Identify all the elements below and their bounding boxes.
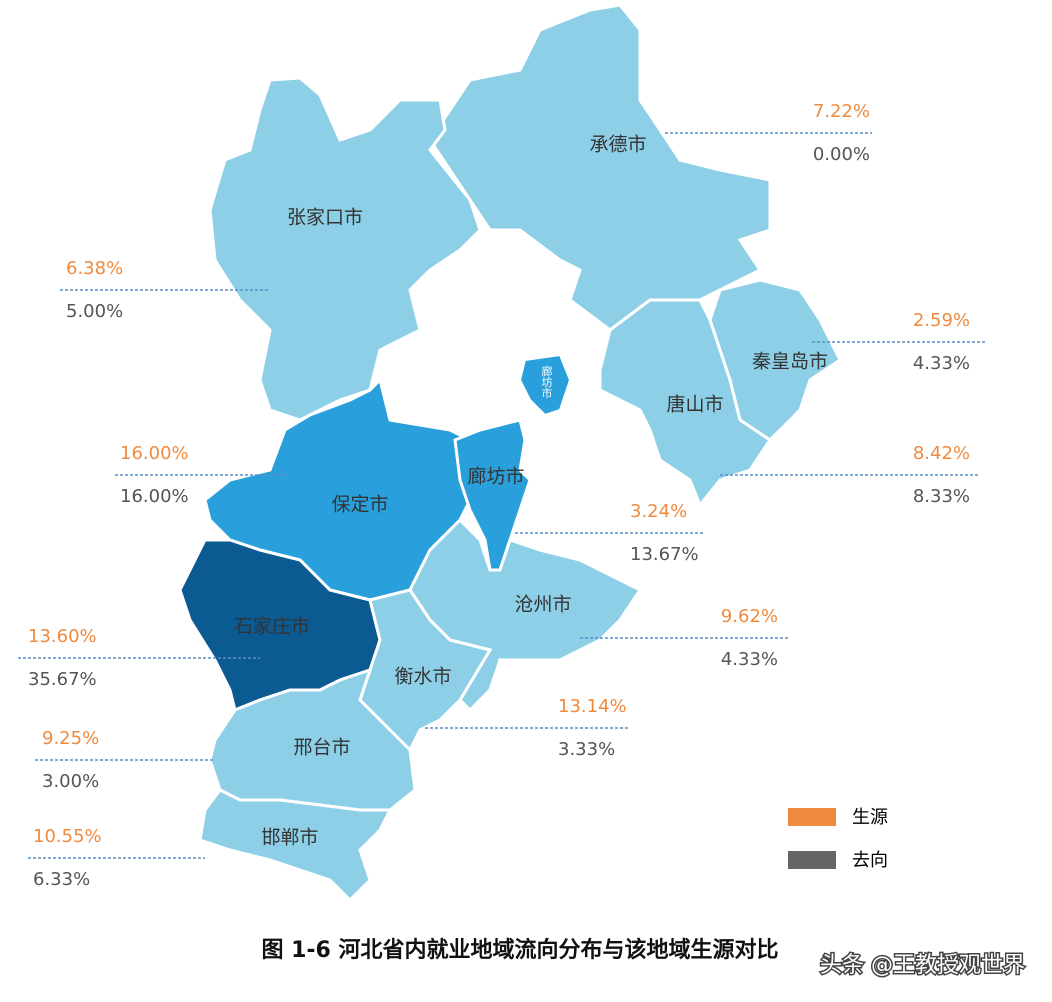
destination-label: 3.00% xyxy=(42,771,99,792)
destination-label: 6.33% xyxy=(33,869,90,890)
destination-label: 13.67% xyxy=(630,544,699,565)
source-label: 8.42% xyxy=(913,443,970,464)
source-label: 7.22% xyxy=(813,101,870,122)
enclave-name: 廊坊市 xyxy=(540,364,553,399)
watermark: 头条 @王教授观世界 xyxy=(820,953,1025,978)
source-label: 2.59% xyxy=(913,310,970,331)
region-name: 唐山市 xyxy=(666,394,723,416)
source-label: 3.24% xyxy=(630,501,687,522)
legend-swatch-destination xyxy=(788,851,836,869)
region-name: 沧州市 xyxy=(514,594,571,616)
regions xyxy=(178,3,842,903)
region-name: 保定市 xyxy=(331,494,388,516)
destination-label: 16.00% xyxy=(120,486,189,507)
region xyxy=(208,76,482,422)
region-name: 秦皇岛市 xyxy=(752,351,828,373)
source-label: 13.14% xyxy=(558,696,627,717)
region xyxy=(598,298,773,508)
region xyxy=(453,418,532,572)
destination-label: 0.00% xyxy=(813,144,870,165)
region-name: 衡水市 xyxy=(394,666,451,688)
source-label: 6.38% xyxy=(66,258,123,279)
destination-label: 4.33% xyxy=(721,649,778,670)
destination-label: 35.67% xyxy=(28,669,97,690)
region-name: 邯郸市 xyxy=(261,827,318,849)
destination-label: 8.33% xyxy=(913,486,970,507)
legend-source: 生源 xyxy=(852,807,888,828)
destination-label: 3.33% xyxy=(558,739,615,760)
region-name: 承德市 xyxy=(589,134,646,156)
region-name: 张家口市 xyxy=(287,207,363,229)
source-label: 10.55% xyxy=(33,826,102,847)
source-label: 9.25% xyxy=(42,728,99,749)
region xyxy=(198,788,393,903)
region-name: 廊坊市 xyxy=(467,466,524,488)
destination-label: 4.33% xyxy=(913,353,970,374)
legend-destination: 去向 xyxy=(852,850,888,871)
source-label: 9.62% xyxy=(721,606,778,627)
region-name: 石家庄市 xyxy=(234,616,310,638)
source-label: 16.00% xyxy=(120,443,189,464)
region-name: 邢台市 xyxy=(293,737,350,759)
source-label: 13.60% xyxy=(28,626,97,647)
region-enclave xyxy=(518,353,572,417)
destination-label: 5.00% xyxy=(66,301,123,322)
region xyxy=(428,3,772,332)
caption: 图 1-6 河北省内就业地域流向分布与该地域生源对比 xyxy=(261,937,778,963)
legend-swatch-source xyxy=(788,808,836,826)
